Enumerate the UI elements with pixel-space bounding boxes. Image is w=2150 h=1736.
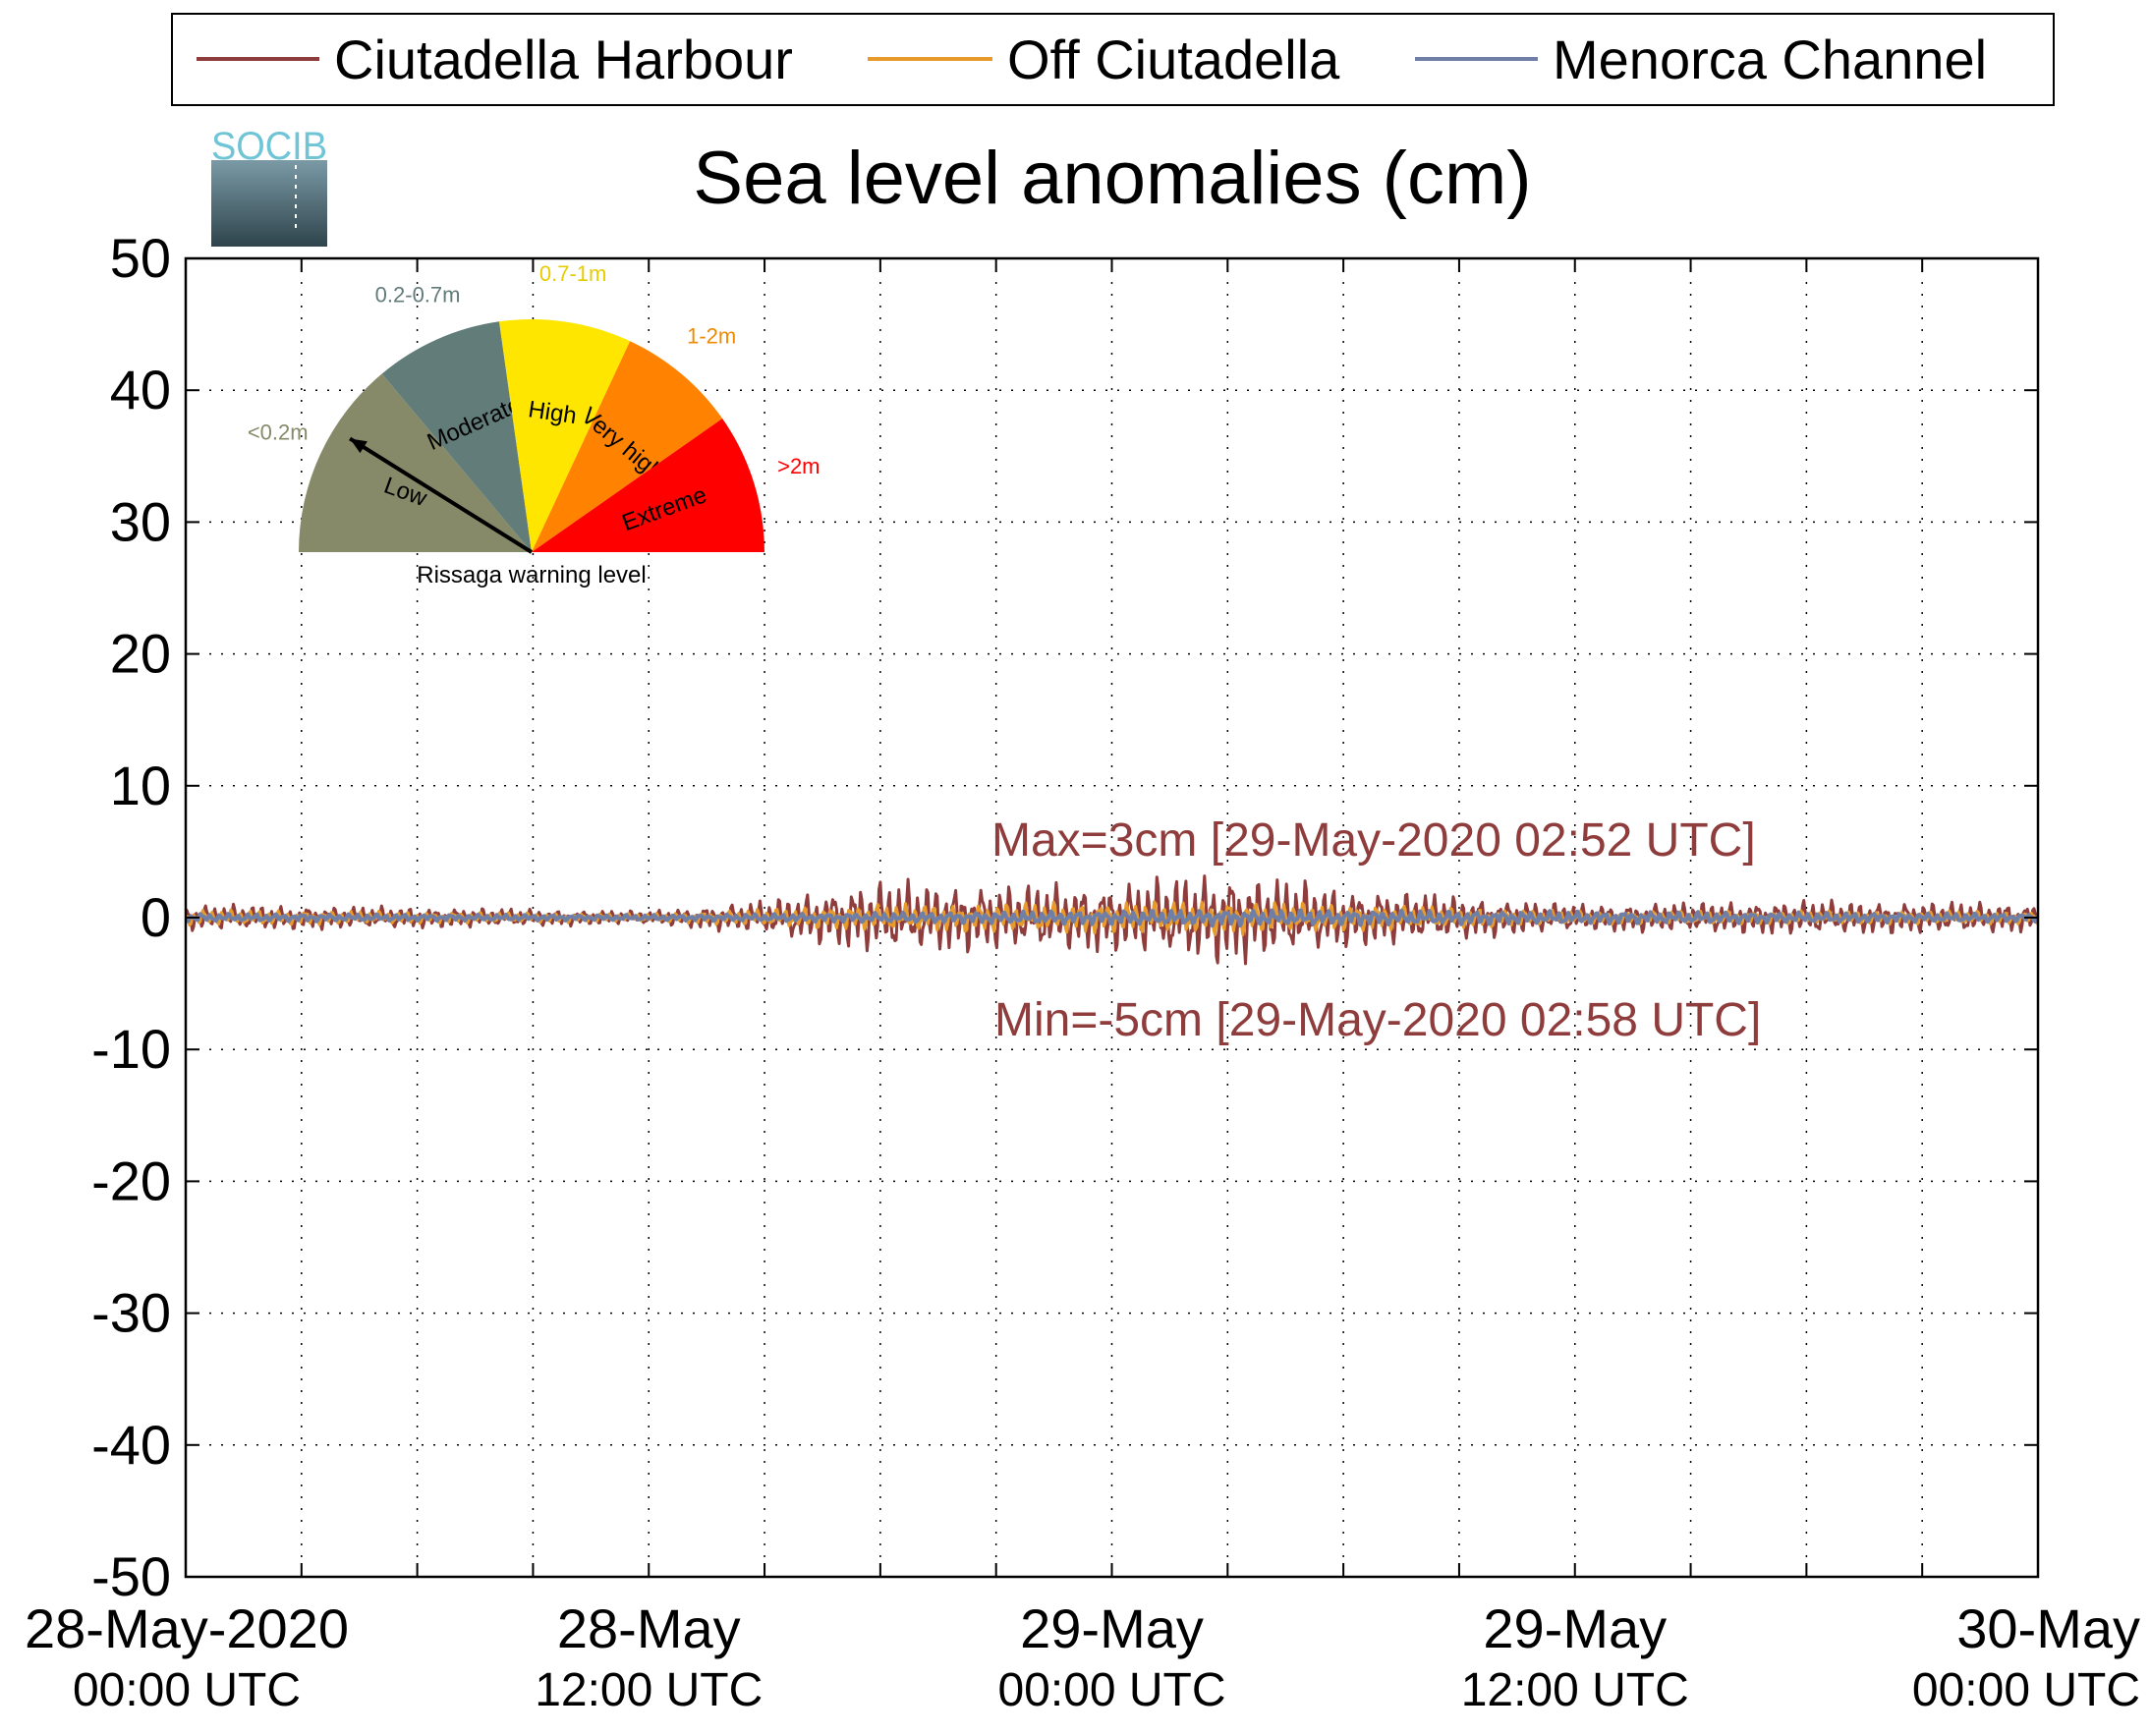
x-tick-label-date: 29-May: [1483, 1597, 1667, 1659]
legend-label-menorca-channel: Menorca Channel: [1553, 28, 1987, 90]
y-tick-label: 40: [110, 359, 171, 420]
chart-title: Sea level anomalies (cm): [693, 137, 1531, 220]
y-tick-label: -30: [91, 1282, 171, 1344]
x-tick-label-date: 28-May: [557, 1597, 741, 1659]
y-tick-label: -40: [91, 1414, 171, 1476]
x-tick-label-time: 12:00 UTC: [535, 1664, 763, 1716]
y-tick-label: 20: [110, 623, 171, 685]
gauge-range-moderate: 0.2-0.7m: [375, 282, 461, 307]
y-tick-label: -10: [91, 1018, 171, 1080]
gauge-sector-very-high: [532, 341, 723, 552]
y-tick-label: -20: [91, 1149, 171, 1211]
x-tick-label-date: 29-May: [1020, 1597, 1204, 1659]
series-group: [186, 874, 2038, 966]
x-tick-label-time: 00:00 UTC: [1912, 1664, 2140, 1716]
x-tick-label-time: 12:00 UTC: [1461, 1664, 1689, 1716]
gauge-range-very-high: 1-2m: [687, 323, 736, 348]
y-tick-label: 30: [110, 490, 171, 552]
gauge-range-extreme: >2m: [777, 454, 820, 478]
x-tick-label-date: 30-May: [1956, 1597, 2140, 1659]
series-line-menorca-channel: [186, 908, 2038, 928]
gauge-needle-head: [350, 438, 368, 454]
socib-logo: SOCIB: [211, 125, 327, 247]
gauge-range-low: <0.2m: [248, 420, 309, 444]
y-tick-label: 50: [110, 227, 171, 289]
gauge-sector-low: [299, 373, 532, 552]
y-axis: -50 -40 -30 -20 -10 0 10 20 30 40 50: [91, 227, 2038, 1607]
x-tick-label-time: 00:00 UTC: [73, 1664, 301, 1716]
legend-label-off-ciutadella: Off Ciutadella: [1007, 28, 1340, 90]
y-tick-label: 0: [141, 886, 171, 948]
socib-logo-graphic: [211, 160, 327, 247]
y-tick-label: -50: [91, 1545, 171, 1607]
max-annotation: Max=3cm [29-May-2020 02:52 UTC]: [991, 814, 1756, 867]
gauge-range-high: 0.7-1m: [539, 261, 606, 286]
gauge-sector-extreme: [532, 419, 764, 552]
x-tick-label-date: 28-May-2020: [25, 1597, 349, 1659]
legend-box: [171, 13, 2055, 106]
socib-logo-text: SOCIB: [211, 125, 327, 168]
gauge-sector-high: [499, 318, 631, 552]
y-tick-label: 10: [110, 755, 171, 816]
min-annotation: Min=-5cm [29-May-2020 02:58 UTC]: [994, 994, 1761, 1046]
legend: Ciutadella Harbour Off Ciutadella Menorc…: [171, 13, 2055, 106]
gauge-needle: [349, 436, 534, 554]
gauge-caption: Rissaga warning level: [417, 562, 646, 588]
x-tick-label-time: 00:00 UTC: [997, 1664, 1225, 1716]
legend-label-ciutadella-harbour: Ciutadella Harbour: [334, 28, 793, 90]
gauge-sector-moderate: [381, 321, 532, 552]
